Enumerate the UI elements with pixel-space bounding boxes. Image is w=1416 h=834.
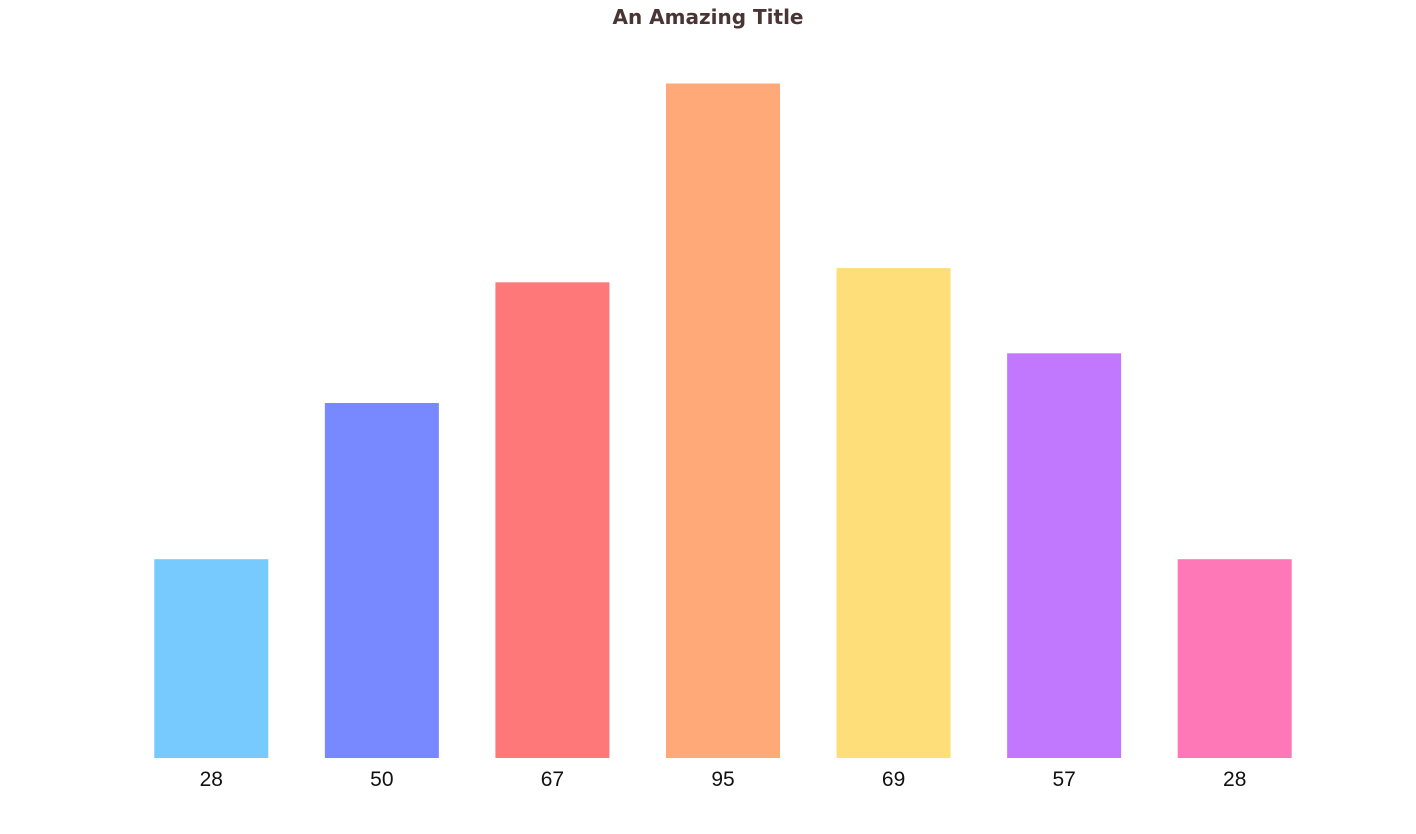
bar-label-1: 28: [200, 768, 223, 791]
bar-5: [836, 268, 951, 758]
bar-label-3: 67: [541, 768, 564, 791]
bar-label-4: 95: [711, 768, 734, 791]
bar-7: [1177, 559, 1292, 758]
bar-1: [154, 559, 269, 758]
labels-group: 28 50 67 95 69 57 28: [200, 768, 1247, 791]
bars-group: [154, 83, 1292, 758]
bar-4: [666, 83, 780, 758]
bar-3: [495, 282, 610, 758]
bar-label-6: 57: [1052, 768, 1075, 791]
bar-6: [1007, 353, 1122, 758]
bar-label-2: 50: [370, 768, 393, 791]
chart-title: An Amazing Title: [612, 5, 804, 29]
bar-label-5: 69: [882, 768, 905, 791]
bar-label-7: 28: [1223, 768, 1246, 791]
bar-2: [324, 403, 439, 758]
